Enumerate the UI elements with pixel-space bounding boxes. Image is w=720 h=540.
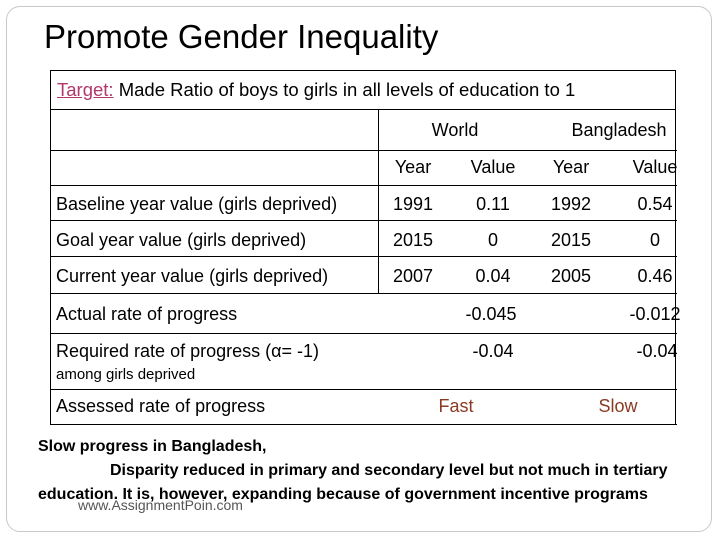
table-rule: [51, 389, 677, 390]
table-rule: [51, 256, 677, 257]
table-cell: 1992: [550, 194, 592, 214]
row-label-assessed: Assessed rate of progress: [56, 396, 266, 416]
table-cell: 0.54: [637, 194, 673, 214]
assessed-bangladesh: Slow: [598, 396, 638, 416]
table-rule: [51, 333, 677, 334]
table-rule: [51, 220, 677, 221]
slide-frame: [6, 6, 712, 532]
note-line-2: Disparity reduced in primary and seconda…: [110, 462, 668, 479]
subheader-world-value: Value: [470, 157, 516, 177]
table-rule: [51, 185, 677, 186]
slide-title: Promote Gender Inequality: [44, 18, 439, 55]
table-cell: 0.11: [476, 194, 510, 214]
note-heading: Slow progress in Bangladesh,: [38, 438, 267, 455]
table-cell: 2015: [550, 230, 592, 250]
target-label: Target:: [57, 79, 114, 100]
header-bangladesh: Bangladesh: [571, 120, 667, 140]
table-cell: 0: [649, 230, 661, 250]
actual-world: -0.045: [465, 304, 517, 324]
row-label-required: Required rate of progress (α= -1): [56, 341, 320, 361]
required-bangladesh: -0.04: [636, 341, 678, 361]
row-label-baseline: Baseline year value (girls deprived): [56, 194, 338, 214]
table-cell: 2015: [392, 230, 434, 250]
target-text: Made Ratio of boys to girls in all level…: [113, 79, 576, 100]
table-cell: 2007: [392, 266, 434, 286]
table-cell: 2005: [550, 266, 592, 286]
watermark: www.AssignmentPoin.com: [78, 497, 243, 513]
row-label-goal: Goal year value (girls deprived): [56, 230, 307, 250]
table-rule: [51, 424, 677, 425]
assessed-world: Fast: [438, 396, 474, 416]
table-rule: [51, 150, 677, 151]
actual-bangladesh: -0.012: [629, 304, 681, 324]
row-label-current: Current year value (girls deprived): [56, 266, 329, 286]
required-world: -0.04: [472, 341, 514, 361]
note-line-3: education. It is, however, expanding bec…: [38, 486, 648, 503]
table-cell: 0.04: [475, 266, 511, 286]
row-sublabel-required: among girls deprived: [56, 366, 196, 383]
subheader-bd-value: Value: [632, 157, 678, 177]
header-world: World: [431, 120, 479, 140]
table-cell: 0.46: [637, 266, 673, 286]
table-rule: [51, 293, 677, 294]
table-divider: [378, 110, 379, 293]
subheader-bd-year: Year: [552, 157, 590, 177]
table-cell: 1991: [392, 194, 434, 214]
table-cell: 0: [487, 230, 499, 250]
row-label-actual: Actual rate of progress: [56, 304, 238, 324]
target-box: Target: Made Ratio of boys to girls in a…: [50, 70, 676, 110]
target-statement: Target: Made Ratio of boys to girls in a…: [57, 79, 575, 101]
progress-table: World Bangladesh Year Value Year Value B…: [50, 110, 681, 425]
subheader-world-year: Year: [394, 157, 432, 177]
